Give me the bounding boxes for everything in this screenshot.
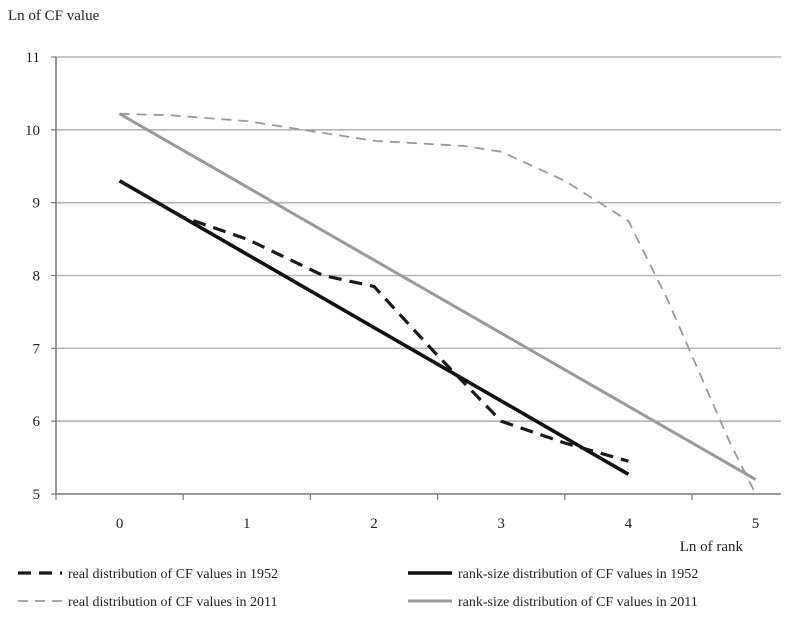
y-tick-label: 5: [33, 487, 41, 503]
series-line-2: [118, 179, 630, 476]
x-tick-label: 3: [497, 516, 505, 532]
legend: real distribution of CF values in 1952 ra…: [18, 567, 698, 610]
legend-label: rank-size distribution of CF values in 1…: [458, 567, 698, 582]
legend-item-4: rank-size distribution of CF values in 2…: [408, 595, 698, 610]
series-line-3: [119, 112, 757, 495]
y-axis-title: Ln of CF value: [8, 8, 100, 24]
y-tick-label: 10: [25, 123, 40, 139]
series-lines: [118, 112, 757, 495]
tick-labels: 5 6 7 8 9 10 11 0 1 2 3 4 5: [25, 50, 759, 532]
x-tick-label: 4: [625, 516, 633, 532]
x-tick-label: 1: [243, 516, 251, 532]
legend-item-2: rank-size distribution of CF values in 1…: [408, 567, 698, 582]
y-tick-label: 7: [33, 341, 41, 357]
series-line-4: [118, 112, 757, 481]
legend-item-1: real distribution of CF values in 1952: [18, 567, 278, 582]
x-tick-label: 0: [116, 516, 124, 532]
grid: [56, 56, 781, 422]
x-axis-title: Ln of rank: [680, 539, 744, 555]
legend-label: rank-size distribution of CF values in 2…: [458, 595, 698, 610]
legend-label: real distribution of CF values in 1952: [68, 567, 278, 582]
legend-item-3: real distribution of CF values in 2011: [18, 595, 277, 610]
x-tick-label: 5: [752, 516, 760, 532]
x-tick-label: 2: [370, 516, 378, 532]
axes: [51, 56, 781, 500]
y-tick-label: 8: [33, 269, 41, 285]
y-tick-label: 9: [33, 196, 41, 212]
y-tick-label: 6: [33, 414, 41, 430]
legend-label: real distribution of CF values in 2011: [68, 595, 277, 610]
series-line-1: [118, 179, 629, 463]
y-tick-label: 11: [26, 50, 40, 66]
